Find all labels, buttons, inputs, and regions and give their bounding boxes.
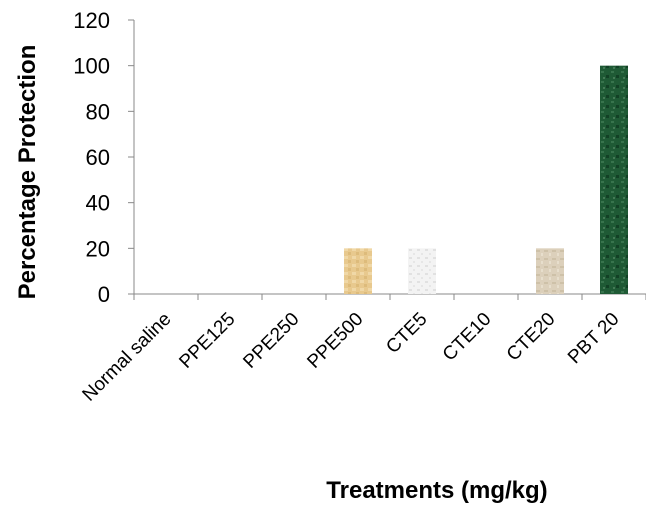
y-tick-label: 80 bbox=[86, 99, 110, 124]
y-tick-label: 0 bbox=[98, 282, 110, 307]
y-tick-label: 100 bbox=[73, 54, 110, 79]
x-axis-title: Treatments (mg/kg) bbox=[326, 477, 547, 504]
y-tick-label: 40 bbox=[86, 191, 110, 216]
x-category-label: PBT 20 bbox=[564, 309, 623, 368]
x-category-label: CTE10 bbox=[439, 309, 496, 366]
y-tick-label: 120 bbox=[73, 8, 110, 33]
x-category-label: Normal saline bbox=[79, 309, 176, 406]
bar-ppe500 bbox=[344, 248, 372, 294]
x-category-label: PPE125 bbox=[175, 309, 239, 373]
bar-cte5 bbox=[408, 248, 436, 294]
x-category-label: CTE20 bbox=[503, 309, 560, 366]
plot-area: 0 20 40 60 80 100 120 Normal saline PPE125 PPE250… bbox=[73, 8, 646, 406]
bar-pbt-20 bbox=[600, 65, 628, 295]
y-tick-label: 20 bbox=[86, 236, 110, 261]
y-axis-title: Percentage Protection bbox=[14, 45, 41, 300]
x-category-label: PPE500 bbox=[303, 309, 367, 373]
bar-cte20 bbox=[536, 248, 564, 294]
y-tick-label: 60 bbox=[86, 145, 110, 170]
x-category-label: CTE5 bbox=[382, 309, 431, 358]
x-category-label: PPE250 bbox=[239, 309, 303, 373]
